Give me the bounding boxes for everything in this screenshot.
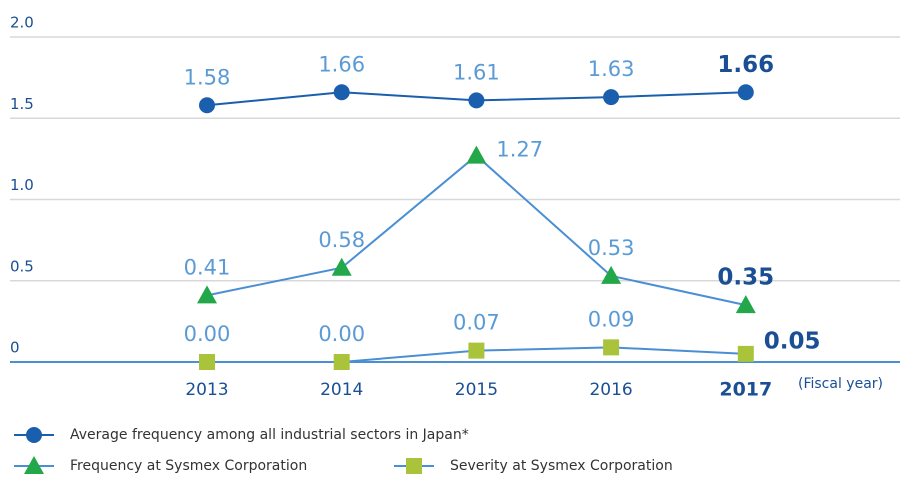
data-label: 1.58	[184, 65, 231, 89]
data-point	[333, 84, 350, 101]
data-point	[735, 295, 756, 314]
legend-label: Severity at Sysmex Corporation	[450, 458, 673, 474]
legend-marker	[406, 458, 422, 474]
data-point	[197, 285, 217, 304]
y-tick-label: 0.5	[10, 257, 34, 275]
data-point	[737, 345, 754, 362]
legend-label: Average frequency among all industrial s…	[70, 427, 469, 443]
data-label: 1.61	[453, 60, 500, 84]
data-point	[603, 339, 620, 356]
x-tick-label: 2017	[719, 379, 772, 401]
legend-marker	[26, 427, 42, 443]
data-label: 0.41	[184, 255, 231, 279]
y-tick-label: 0	[10, 339, 20, 357]
data-label: 0.53	[588, 236, 635, 260]
data-point	[468, 92, 485, 109]
series-line	[206, 154, 747, 307]
data-label: 0.09	[588, 307, 635, 331]
data-label: 0.58	[318, 228, 365, 252]
y-tick-label: 2.0	[10, 14, 34, 32]
data-label: 1.27	[496, 138, 543, 162]
legend-label: Frequency at Sysmex Corporation	[70, 458, 307, 474]
data-label: 0.05	[764, 328, 821, 354]
data-point	[333, 354, 350, 370]
data-label: 0.35	[717, 265, 774, 291]
data-point	[199, 354, 215, 370]
data-label: 0.00	[318, 322, 365, 346]
x-axis-label: (Fiscal year)	[798, 376, 883, 392]
data-point	[601, 265, 622, 284]
data-point	[468, 342, 485, 359]
data-point	[199, 97, 215, 114]
y-tick-label: 1.5	[10, 95, 34, 113]
data-label: 1.66	[318, 52, 365, 76]
data-label: 1.66	[717, 52, 774, 78]
x-tick-label: 2013	[185, 380, 228, 400]
data-point	[737, 84, 754, 101]
data-point	[466, 145, 487, 164]
y-tick-label: 1.0	[10, 176, 34, 194]
data-point	[331, 257, 352, 276]
data-label: 0.00	[184, 322, 231, 346]
x-tick-label: 2015	[455, 380, 498, 400]
legend-marker	[24, 456, 44, 474]
data-point	[603, 89, 620, 106]
data-label: 0.07	[453, 311, 500, 335]
x-tick-label: 2014	[320, 380, 363, 400]
data-label: 1.63	[588, 57, 635, 81]
x-tick-label: 2016	[589, 380, 632, 400]
